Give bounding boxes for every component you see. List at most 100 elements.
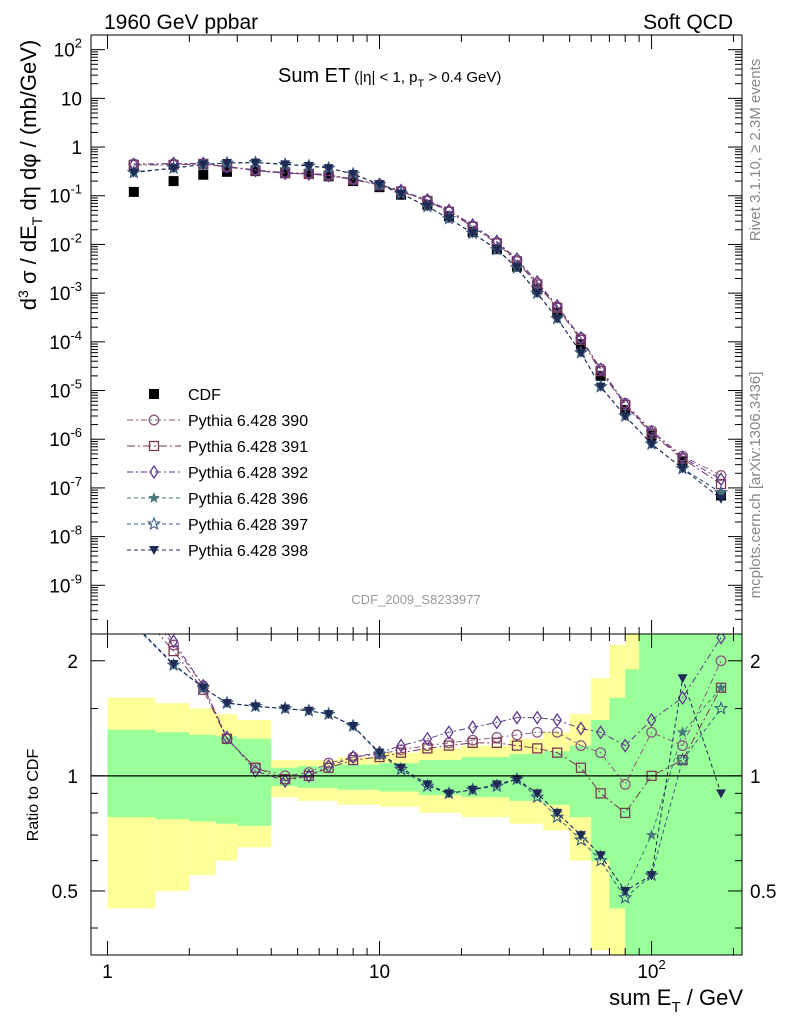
main-series-6-point-8 xyxy=(348,169,359,179)
ratio-y-tick-label-left-0: 2 xyxy=(67,652,78,673)
legend-marker-2 xyxy=(148,440,160,452)
ratio-series-2-point-19 xyxy=(595,725,606,740)
main-y-tick-label-4: 10-2 xyxy=(49,230,82,256)
main-series-6-point-7 xyxy=(323,164,334,174)
ratio-series-1-point-4 xyxy=(250,762,261,773)
ratio-series-5-point-18 xyxy=(575,831,586,841)
ratio-series-5-point-22 xyxy=(677,674,688,684)
band-green-bin-7 xyxy=(337,764,380,790)
ratio-series-5-point-2 xyxy=(198,683,209,693)
main-series-0-point-7 xyxy=(323,171,334,182)
plot-title-sub: (|η| < 1, p xyxy=(354,69,417,86)
ratio-series-2-point-7 xyxy=(323,759,334,774)
ratio-series-5-point-6 xyxy=(303,706,314,716)
legend: CDF Pythia 6.428 390 Pythia 6.428 391 Pythi… xyxy=(127,387,308,560)
ratio-series-4-point-18 xyxy=(573,832,589,847)
ratio-series-5-point-16 xyxy=(532,789,543,799)
ratio-y-tick-label-right-2: 0.5 xyxy=(750,882,776,903)
ratio-series-5-point-15 xyxy=(511,775,522,785)
ratio-series-0-point-17 xyxy=(551,726,563,738)
main-series-group xyxy=(126,155,729,504)
ratio-series-1-point-15 xyxy=(511,740,523,751)
ratio-series-2-point-22 xyxy=(677,690,688,706)
main-series-6-point-10 xyxy=(396,189,407,199)
main-series-6-point-0 xyxy=(128,168,139,178)
ratio-y-tick-label-left-2: 0.5 xyxy=(52,882,78,903)
ratio-series-2-point-8 xyxy=(348,749,358,765)
header-right: Soft QCD xyxy=(643,11,733,34)
ratio-series-5-point-1 xyxy=(168,660,179,670)
ratio-series-4-line xyxy=(142,634,722,899)
main-series-6-point-9 xyxy=(374,180,385,190)
ratio-series-2-point-6 xyxy=(304,768,314,784)
legend-marker-6 xyxy=(149,546,159,555)
main-series-0-point-5 xyxy=(280,167,291,178)
x-tick-label-1: 10 xyxy=(369,962,390,983)
ratio-series-5-point-17 xyxy=(552,808,563,818)
main-y-tick-label-11: 10-9 xyxy=(49,571,82,597)
ratio-series-2-point-10 xyxy=(396,738,406,753)
main-series-3-line xyxy=(133,162,722,480)
ratio-y-tick-label-right-0: 2 xyxy=(750,652,761,673)
ratio-series-4-point-20 xyxy=(618,890,633,904)
main-y-tick-label-10: 10-8 xyxy=(49,523,82,549)
main-y-axis-label: d3 σ / dET dη dφ / (mb/GeV) xyxy=(15,40,45,310)
ratio-series-2-point-14 xyxy=(492,715,502,730)
ratio-series-5-point-23 xyxy=(716,789,727,799)
band-green-bin-0 xyxy=(107,729,156,818)
plot-title-main: Sum ET xyxy=(278,65,350,87)
plot-title: Sum ET (|η| < 1, pT > 0.4 GeV) xyxy=(278,65,501,90)
ratio-series-2-point-4 xyxy=(250,763,261,779)
main-series-6-point-23 xyxy=(716,494,727,504)
legend-marker-5 xyxy=(146,516,162,531)
main-series-6-point-12 xyxy=(443,214,454,224)
ratio-series-0-line xyxy=(164,634,722,786)
ratio-series-2-point-5 xyxy=(280,773,290,789)
plot-title-sub-T: T xyxy=(418,78,425,90)
ratio-series-1-point-17 xyxy=(552,747,563,758)
ratio-series-2-point-1 xyxy=(168,634,179,649)
main-series-6-point-13 xyxy=(467,229,478,239)
ratio-series-group xyxy=(128,582,729,904)
ratio-series-1-point-14 xyxy=(491,737,503,749)
ratio-series-0-point-16 xyxy=(531,726,543,738)
ratio-series-3-point-22 xyxy=(676,726,689,738)
main-series-3-point-6 xyxy=(304,166,314,182)
xlabel-part-unit: / GeV xyxy=(681,985,744,1010)
main-y-tick-label-1: 10 xyxy=(61,89,82,110)
ratio-series-3-point-0 xyxy=(128,618,139,629)
main-series-6-point-18 xyxy=(575,348,586,358)
main-series-6-point-14 xyxy=(491,245,502,255)
main-y-tick-label-7: 10-5 xyxy=(49,377,82,403)
main-series-3-point-5 xyxy=(280,166,290,181)
ratio-series-5-point-14 xyxy=(491,780,502,790)
ratio-series-2-point-0 xyxy=(130,582,138,594)
main-y-tick-label-5: 10-3 xyxy=(49,279,82,305)
x-tick-label-0: 1 xyxy=(102,962,113,983)
ratio-series-0-point-19 xyxy=(595,747,607,759)
xlabel-part-sum: sum E xyxy=(609,985,671,1010)
legend-label-6: Pythia 6.428 398 xyxy=(188,543,308,560)
mcplots-label: mcplots.cern.ch [arXiv:1306.3436] xyxy=(747,372,764,599)
analysis-id-label: CDF_2009_S8233977 xyxy=(351,592,480,607)
main-series-0-point-6 xyxy=(303,168,314,179)
legend-label-5: Pythia 6.428 397 xyxy=(188,517,308,534)
main-series-3-point-18 xyxy=(576,330,586,346)
band-green-bin-13 xyxy=(569,745,592,818)
ratio-series-0-point-18 xyxy=(575,740,587,752)
legend-marker-1 xyxy=(148,414,160,426)
main-series-0-point-4 xyxy=(250,166,261,177)
main-y-tick-label-9: 10-7 xyxy=(49,474,82,500)
ratio-y-tick-label-left-1: 1 xyxy=(67,767,78,788)
ratio-series-1-point-12 xyxy=(443,740,455,751)
ratio-series-5-point-11 xyxy=(422,780,433,790)
ratio-series-3-point-23 xyxy=(715,681,727,693)
ylabel-part-sigma: σ / dE xyxy=(16,225,41,290)
band-green-bin-15 xyxy=(609,697,626,909)
rivet-version-label: Rivet 3.1.10, ≥ 2.3M events xyxy=(747,59,764,242)
ratio-series-5-point-8 xyxy=(348,722,359,732)
legend-label-4: Pythia 6.428 396 xyxy=(188,491,308,508)
ratio-series-0-point-22 xyxy=(677,740,689,752)
x-tick-label-2: 102 xyxy=(637,957,665,983)
